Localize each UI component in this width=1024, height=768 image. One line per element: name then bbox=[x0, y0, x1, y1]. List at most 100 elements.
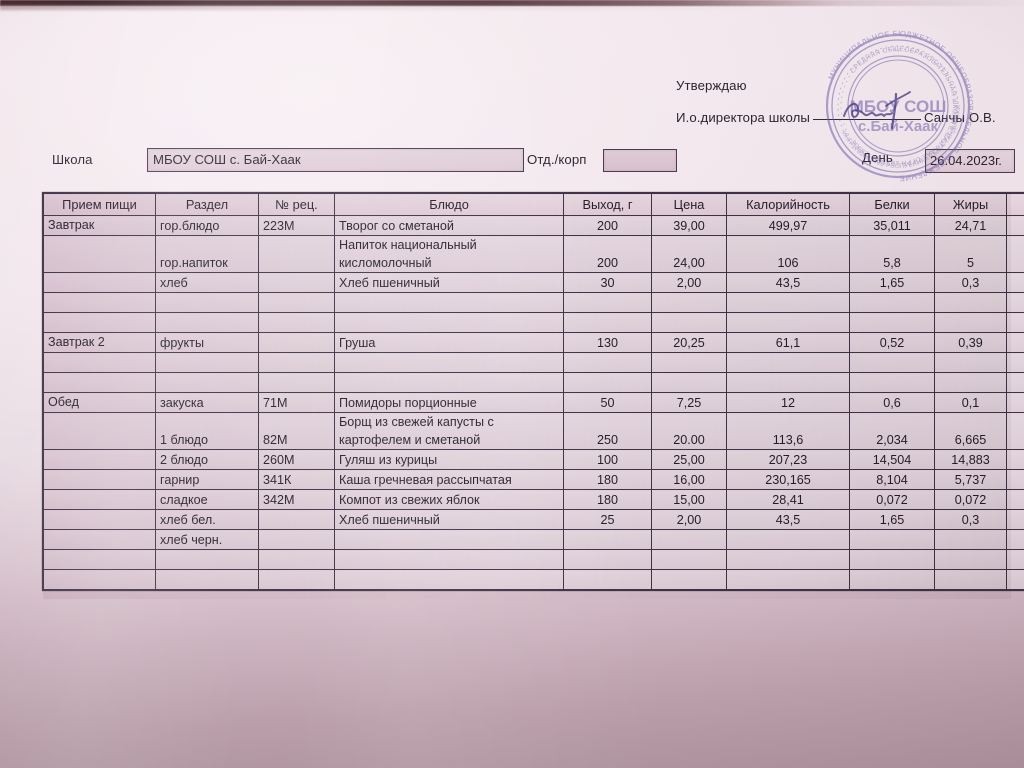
cell-fat bbox=[934, 549, 1007, 570]
cell-price: 25,00 bbox=[651, 449, 727, 470]
cell-meal bbox=[43, 529, 156, 550]
department-field[interactable] bbox=[603, 149, 677, 172]
cell-fat: 5 bbox=[934, 235, 1007, 273]
cell-out: 100 bbox=[563, 449, 652, 470]
cell-prot bbox=[849, 352, 935, 373]
col-header-meal: Прием пищи bbox=[43, 193, 156, 216]
cell-dish: Напиток национальный кисломолочный bbox=[334, 235, 564, 273]
cell-carb: 11,158 bbox=[1006, 412, 1024, 450]
handwritten-signature bbox=[838, 86, 930, 134]
cell-meal bbox=[43, 412, 156, 450]
cell-cal: 499,97 bbox=[726, 215, 850, 236]
cell-meal bbox=[43, 235, 156, 273]
cell-dish: Компот из свежих яблок bbox=[334, 489, 564, 510]
cell-prot: 5,8 bbox=[849, 235, 935, 273]
school-name-value: МБОУ СОШ с. Бай-Хаак bbox=[153, 152, 301, 167]
cell-fat bbox=[934, 292, 1007, 313]
cell-out bbox=[563, 352, 652, 373]
cell-out: 200 bbox=[563, 215, 652, 236]
cell-dish bbox=[334, 549, 564, 570]
table-row: гарнир 341К Каша гречневая рассыпчатая 180 1… bbox=[43, 469, 1024, 490]
cell-prot bbox=[849, 529, 935, 550]
approval-label: Утверждаю bbox=[676, 78, 747, 93]
photo-top-edge-soft bbox=[0, 5, 1024, 10]
cell-price: 20.00 bbox=[651, 412, 727, 450]
cell-section: сладкое bbox=[155, 489, 259, 510]
cell-rec bbox=[258, 312, 335, 333]
cell-price: 2,00 bbox=[651, 509, 727, 530]
table-row: Обед закуска 71М Помидоры порционные 50 7,25 1… bbox=[43, 392, 1024, 413]
cell-rec bbox=[258, 372, 335, 393]
table-row: хлеб бел. Хлеб пшеничный 25 2,00 43,5 1,65 0,3… bbox=[43, 509, 1024, 530]
menu-table: Прием пищи Раздел № рец. Блюдо Выход, г … bbox=[43, 193, 1024, 590]
cell-prot bbox=[849, 292, 935, 313]
cell-price: 16,00 bbox=[651, 469, 727, 490]
cell-dish bbox=[334, 352, 564, 373]
cell-prot: 1,65 bbox=[849, 272, 935, 293]
cell-out: 50 bbox=[563, 392, 652, 413]
school-name-field[interactable]: МБОУ СОШ с. Бай-Хаак bbox=[147, 148, 524, 172]
cell-dish bbox=[334, 292, 564, 313]
cell-fat: 0,1 bbox=[934, 392, 1007, 413]
cell-prot bbox=[849, 569, 935, 590]
table-row: 2 блюдо 260М Гуляш из курицы 100 25,00 207,23… bbox=[43, 449, 1024, 470]
cell-rec: 342М bbox=[258, 489, 335, 510]
cell-section: гарнир bbox=[155, 469, 259, 490]
table-row bbox=[43, 569, 1024, 590]
cell-price bbox=[651, 372, 727, 393]
cell-section: гор.блюдо bbox=[155, 215, 259, 236]
cell-cal: 43,5 bbox=[726, 272, 850, 293]
cell-cal bbox=[726, 312, 850, 333]
cell-out: 180 bbox=[563, 489, 652, 510]
cell-carb bbox=[1006, 549, 1024, 570]
cell-out: 180 bbox=[563, 469, 652, 490]
cell-cal: 12 bbox=[726, 392, 850, 413]
cell-carb bbox=[1006, 292, 1024, 313]
table-row: сладкое 342М Компот из свежих яблок 180 15,0… bbox=[43, 489, 1024, 510]
cell-out bbox=[563, 372, 652, 393]
cell-price: 20,25 bbox=[651, 332, 727, 353]
cell-price: 39,00 bbox=[651, 215, 727, 236]
cell-section bbox=[155, 549, 259, 570]
table-row: гор.напиток Напиток национальный кисломоло… bbox=[43, 235, 1024, 273]
cell-prot: 35,011 bbox=[849, 215, 935, 236]
cell-meal: Обед bbox=[43, 392, 156, 413]
col-header-carbs: Углеводы bbox=[1006, 193, 1024, 216]
cell-prot: 0,072 bbox=[849, 489, 935, 510]
cell-section: закуска bbox=[155, 392, 259, 413]
cell-rec bbox=[258, 509, 335, 530]
day-label: День bbox=[862, 150, 893, 165]
table-row: Завтрак 2 фрукты Груша 130 20,25 61,1 0,52 0,39… bbox=[43, 332, 1024, 353]
cell-cal: 230,165 bbox=[726, 469, 850, 490]
col-header-output: Выход, г bbox=[563, 193, 652, 216]
director-label: И.о.директора школы bbox=[676, 110, 810, 125]
cell-carb bbox=[1006, 312, 1024, 333]
cell-meal bbox=[43, 489, 156, 510]
cell-cal: 113,6 bbox=[726, 412, 850, 450]
cell-fat: 24,71 bbox=[934, 215, 1007, 236]
table-row: 1 блюдо 82М Борщ из свежей капусты с картоф… bbox=[43, 412, 1024, 450]
cell-meal bbox=[43, 469, 156, 490]
cell-fat bbox=[934, 372, 1007, 393]
table-body: Завтрак гор.блюдо 223М Творог со сметаной 20… bbox=[43, 215, 1024, 590]
date-field[interactable]: 26.04.2023г. bbox=[925, 149, 1015, 173]
cell-cal: 28,41 bbox=[726, 489, 850, 510]
cell-cal bbox=[726, 292, 850, 313]
cell-carb: 36,609 bbox=[1006, 469, 1024, 490]
cell-meal bbox=[43, 312, 156, 333]
cell-carb: 8 bbox=[1006, 235, 1024, 273]
cell-section bbox=[155, 569, 259, 590]
col-header-calories: Калорийность bbox=[726, 193, 850, 216]
cell-rec: 341К bbox=[258, 469, 335, 490]
cell-out bbox=[563, 292, 652, 313]
cell-rec bbox=[258, 352, 335, 373]
cell-fat: 0,072 bbox=[934, 489, 1007, 510]
cell-cal bbox=[726, 529, 850, 550]
cell-section: гор.напиток bbox=[155, 235, 259, 273]
cell-rec: 260М bbox=[258, 449, 335, 470]
cell-dish bbox=[334, 569, 564, 590]
cell-fat: 0,3 bbox=[934, 509, 1007, 530]
cell-out: 130 bbox=[563, 332, 652, 353]
cell-cal bbox=[726, 352, 850, 373]
